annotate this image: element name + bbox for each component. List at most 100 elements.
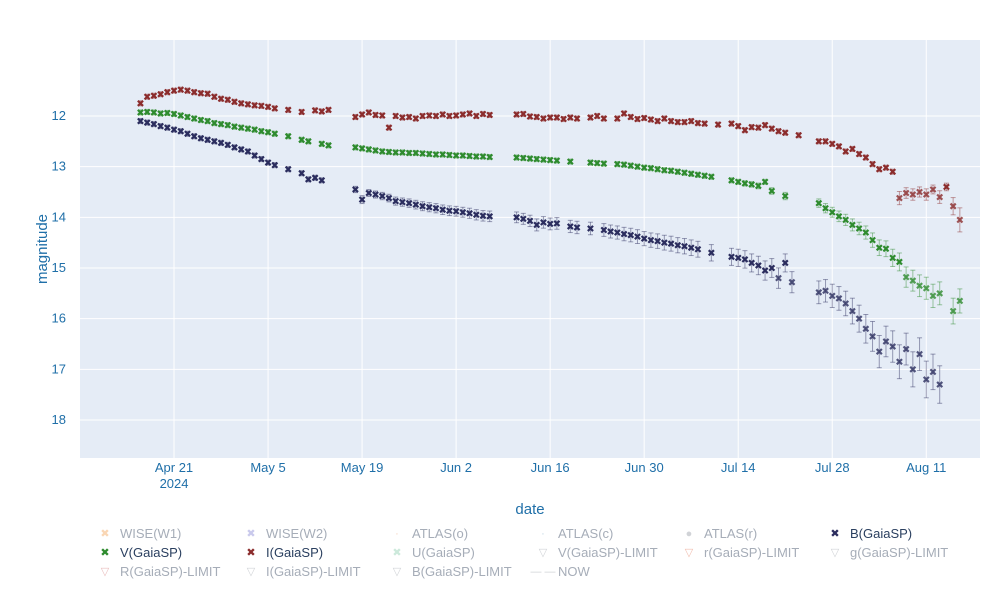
legend-item-now[interactable]: — — NOW	[528, 564, 589, 579]
data-point[interactable]	[466, 207, 473, 219]
data-point[interactable]	[217, 120, 225, 128]
data-point[interactable]	[936, 281, 944, 306]
data-point[interactable]	[613, 225, 621, 240]
data-point[interactable]	[761, 260, 769, 281]
data-point[interactable]	[486, 153, 494, 161]
data-point[interactable]	[533, 113, 541, 121]
data-point[interactable]	[479, 153, 487, 160]
data-point[interactable]	[150, 92, 158, 100]
data-point[interactable]	[244, 100, 252, 108]
data-point[interactable]	[627, 113, 635, 121]
data-point[interactable]	[358, 145, 366, 152]
data-point[interactable]	[425, 150, 433, 158]
legend-item-g-gaiasp-limit[interactable]: ▽ g(GaiaSP)-LIMIT	[820, 545, 948, 560]
data-point[interactable]	[405, 198, 413, 208]
data-point[interactable]	[540, 216, 547, 229]
data-point[interactable]	[707, 173, 715, 181]
data-point[interactable]	[687, 170, 695, 178]
data-point[interactable]	[775, 267, 782, 289]
data-point[interactable]	[896, 252, 903, 272]
data-point[interactable]	[298, 108, 306, 116]
data-point[interactable]	[479, 210, 487, 222]
data-point[interactable]	[163, 124, 171, 132]
data-point[interactable]	[741, 126, 749, 134]
data-point[interactable]	[741, 250, 749, 269]
data-point[interactable]	[540, 115, 547, 122]
data-point[interactable]	[573, 220, 581, 235]
legend-item-v-gaiasp[interactable]: ✖ V(GaiaSP)	[90, 545, 182, 560]
data-point[interactable]	[372, 190, 379, 199]
data-point[interactable]	[654, 233, 661, 249]
data-point[interactable]	[257, 155, 265, 163]
data-point[interactable]	[298, 169, 306, 177]
data-point[interactable]	[150, 109, 158, 116]
data-point[interactable]	[197, 134, 205, 142]
data-point[interactable]	[936, 365, 944, 404]
data-point[interactable]	[459, 152, 467, 159]
data-point[interactable]	[795, 131, 803, 139]
data-point[interactable]	[439, 111, 447, 118]
data-point[interactable]	[849, 297, 856, 325]
data-point[interactable]	[587, 221, 594, 236]
data-point[interactable]	[728, 247, 735, 266]
data-point[interactable]	[399, 197, 406, 207]
data-point[interactable]	[862, 314, 870, 344]
data-point[interactable]	[197, 116, 205, 124]
data-point[interactable]	[217, 139, 225, 147]
data-point[interactable]	[244, 125, 252, 133]
data-point[interactable]	[674, 168, 682, 176]
data-point[interactable]	[896, 190, 903, 206]
data-point[interactable]	[754, 124, 762, 132]
data-point[interactable]	[627, 162, 635, 170]
data-point[interactable]	[271, 130, 279, 138]
data-point[interactable]	[446, 205, 453, 217]
data-point[interactable]	[916, 186, 923, 198]
data-point[interactable]	[217, 95, 225, 103]
data-point[interactable]	[640, 114, 648, 122]
data-point[interactable]	[513, 154, 520, 161]
data-point[interactable]	[271, 161, 279, 169]
data-point[interactable]	[681, 118, 688, 126]
data-point[interactable]	[425, 112, 433, 119]
data-point[interactable]	[862, 154, 870, 161]
data-point[interactable]	[842, 148, 850, 155]
data-point[interactable]	[822, 203, 829, 214]
data-point[interactable]	[432, 203, 440, 214]
legend-item-u-gaiasp[interactable]: ✖ U(GaiaSP)	[382, 545, 474, 560]
data-point[interactable]	[486, 111, 494, 119]
data-point[interactable]	[875, 239, 883, 257]
data-point[interactable]	[566, 114, 574, 121]
data-point[interactable]	[378, 148, 386, 155]
data-point[interactable]	[909, 269, 917, 292]
data-point[interactable]	[284, 165, 292, 173]
data-point[interactable]	[667, 167, 675, 175]
data-point[interactable]	[143, 108, 151, 116]
data-point[interactable]	[184, 130, 191, 138]
data-point[interactable]	[929, 283, 937, 309]
data-point[interactable]	[204, 117, 211, 125]
data-point[interactable]	[351, 144, 359, 151]
data-point[interactable]	[835, 286, 843, 311]
data-point[interactable]	[170, 87, 178, 95]
data-point[interactable]	[647, 116, 655, 123]
data-point[interactable]	[378, 112, 386, 119]
data-point[interactable]	[902, 266, 910, 288]
data-point[interactable]	[177, 86, 185, 94]
data-point[interactable]	[466, 110, 473, 117]
data-point[interactable]	[849, 145, 856, 153]
data-point[interactable]	[412, 149, 420, 157]
data-point[interactable]	[822, 137, 829, 145]
data-point[interactable]	[553, 157, 561, 164]
data-point[interactable]	[929, 353, 937, 391]
data-point[interactable]	[513, 211, 520, 224]
data-point[interactable]	[701, 120, 709, 127]
data-point[interactable]	[660, 115, 668, 122]
data-point[interactable]	[835, 210, 843, 223]
data-point[interactable]	[526, 113, 534, 120]
data-point[interactable]	[815, 280, 823, 305]
data-point[interactable]	[902, 332, 910, 366]
data-point[interactable]	[654, 165, 661, 173]
data-point[interactable]	[647, 164, 655, 172]
data-point[interactable]	[956, 288, 964, 314]
data-point[interactable]	[681, 169, 688, 177]
